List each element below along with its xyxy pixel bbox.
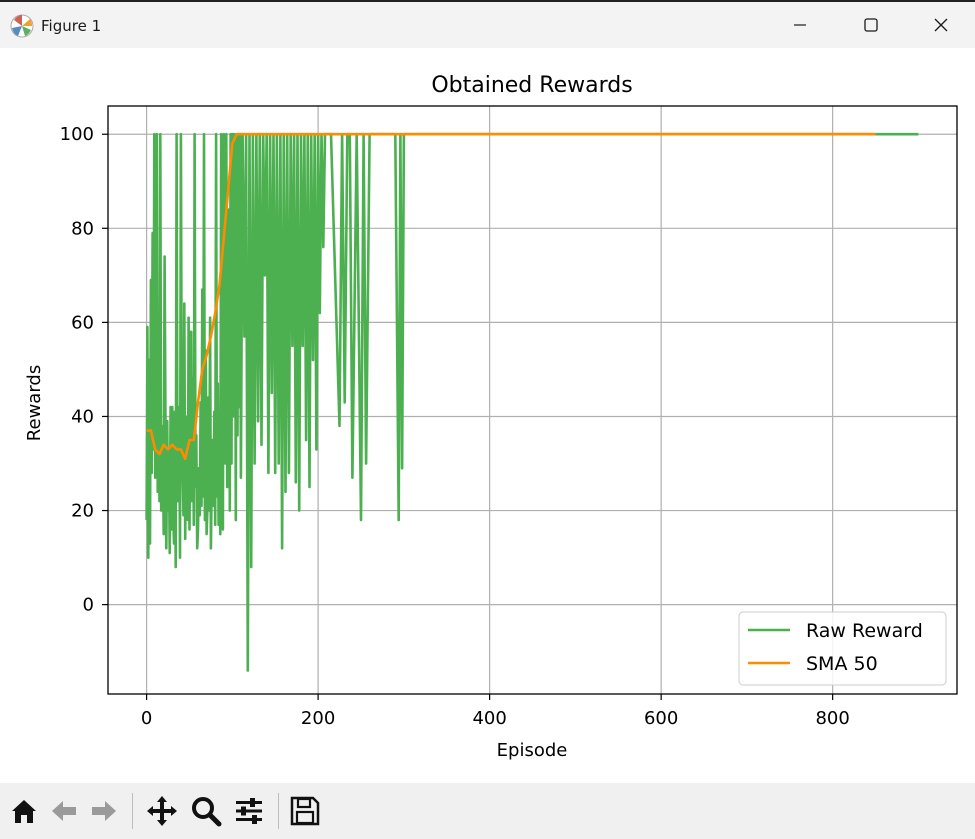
toolbar-separator <box>132 793 133 829</box>
figure-canvas[interactable]: 0 200 400 600 800 0 20 40 60 80 100 Obtained Rewar… <box>0 48 975 783</box>
y-tick-label: 80 <box>71 218 94 239</box>
configure-subplots-button[interactable] <box>231 793 267 829</box>
window-titlebar: Figure 1 <box>0 0 975 48</box>
axes-frame <box>107 105 958 695</box>
toolbar-separator <box>278 793 279 829</box>
chart-title: Obtained Rewards <box>431 73 632 98</box>
x-tick-label: 200 <box>301 708 335 729</box>
x-axis-label: Episode <box>497 740 568 761</box>
y-tick-label: 0 <box>83 595 94 616</box>
home-button[interactable] <box>6 793 42 829</box>
back-icon <box>52 801 76 821</box>
minimize-button[interactable] <box>766 2 834 48</box>
home-icon <box>12 800 36 823</box>
y-axis-label: Rewards <box>24 365 45 441</box>
y-tick-label: 20 <box>71 501 94 522</box>
pan-button[interactable] <box>144 793 180 829</box>
configure-subplots-icon <box>236 798 262 824</box>
x-tick-label: 400 <box>472 708 506 729</box>
legend-box <box>738 611 947 686</box>
legend: Raw Reward SMA 50 <box>738 611 947 686</box>
line-chart: 0 200 400 600 800 0 20 40 60 80 100 Obtained Rewar… <box>24 73 958 761</box>
maximize-icon <box>864 18 878 32</box>
legend-label-raw-reward: Raw Reward <box>806 620 923 642</box>
save-icon <box>290 796 320 826</box>
close-icon <box>934 18 948 32</box>
plot-series <box>145 132 919 672</box>
y-tick-label: 60 <box>71 312 94 333</box>
series-line-sma-50 <box>146 132 876 461</box>
matplotlib-logo-icon <box>10 14 34 38</box>
save-button[interactable] <box>287 793 323 829</box>
forward-icon <box>92 801 116 821</box>
x-tick-label: 600 <box>644 708 678 729</box>
close-button[interactable] <box>907 2 975 48</box>
y-tick-label: 40 <box>71 406 94 427</box>
x-tick-label: 800 <box>815 708 849 729</box>
x-tick-label: 0 <box>141 708 152 729</box>
zoom-button[interactable] <box>188 793 224 829</box>
back-button[interactable] <box>46 793 82 829</box>
pan-icon <box>147 796 177 826</box>
series-line-raw-reward <box>145 132 919 672</box>
axis-ticks: 0 200 400 600 800 0 20 40 60 80 100 <box>60 124 850 729</box>
maximize-button[interactable] <box>837 2 905 48</box>
window-title: Figure 1 <box>41 17 102 35</box>
legend-label-sma-50: SMA 50 <box>806 653 878 675</box>
minimize-icon <box>794 24 806 26</box>
zoom-icon <box>192 797 222 827</box>
forward-button[interactable] <box>86 793 122 829</box>
y-tick-label: 100 <box>60 124 94 145</box>
navigation-toolbar <box>0 783 975 839</box>
